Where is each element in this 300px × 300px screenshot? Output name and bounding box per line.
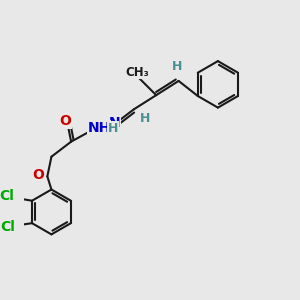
Text: CH₃: CH₃ — [125, 66, 149, 79]
Text: H: H — [107, 122, 118, 135]
Text: Cl: Cl — [0, 220, 15, 234]
Text: O: O — [33, 168, 44, 182]
Text: H: H — [140, 112, 150, 125]
Text: NH: NH — [87, 121, 111, 135]
Text: O: O — [59, 114, 71, 128]
Text: N: N — [108, 116, 120, 130]
Text: Cl: Cl — [0, 189, 14, 203]
Text: H: H — [172, 60, 182, 73]
